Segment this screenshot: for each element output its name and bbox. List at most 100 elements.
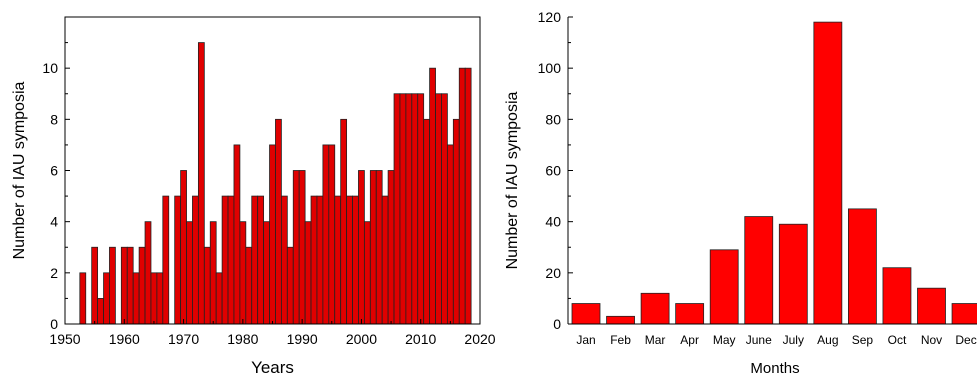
bar-year-1976 — [215, 272, 223, 325]
bar-year-2007 — [399, 93, 407, 325]
months-chart: Jan Feb Mar Apr May June July Aug Sep Oct Nov Dec 0 2… — [504, 9, 977, 376]
x-tick-label: 2000 — [346, 331, 377, 347]
bar-year-2018 — [464, 67, 472, 325]
bar-year-1979 — [233, 144, 241, 325]
bar-year-2003 — [375, 170, 383, 325]
bar-year-1988 — [286, 246, 294, 325]
bar-year-2016 — [452, 118, 460, 325]
bar-year-1977 — [221, 195, 229, 325]
bar-year-1991 — [304, 221, 312, 325]
bar-year-1955 — [91, 246, 99, 325]
bar-year-1999 — [352, 195, 359, 325]
bar-month-june — [744, 216, 774, 325]
bar-year-1993 — [316, 195, 324, 325]
bar-year-1984 — [263, 221, 270, 325]
x-tick-label: Aug — [817, 333, 838, 347]
x-tick-label: June — [746, 333, 772, 347]
bar-year-1963 — [138, 246, 146, 325]
bar-year-1980 — [239, 221, 247, 325]
y-tick-label: 40 — [545, 214, 561, 230]
bar-year-2004 — [381, 195, 389, 325]
y-axis-title: Number of IAU symposia — [504, 91, 521, 269]
y-tick-label: 10 — [42, 60, 58, 76]
years-chart: 0 2 4 6 8 10 1950 1960 1970 1980 1990 2000 2010 2020 Y… — [11, 16, 496, 376]
bar-year-2001 — [363, 221, 371, 325]
bar-month-apr — [675, 303, 705, 325]
bar-year-1956 — [97, 298, 104, 325]
x-tick-label: 1990 — [287, 331, 318, 347]
bar-year-1970 — [180, 170, 187, 325]
bar-year-2010 — [417, 93, 425, 325]
y-tick-label: 2 — [50, 265, 58, 281]
bar-year-1973 — [197, 42, 205, 325]
bar-year-2000 — [358, 170, 365, 325]
y-tick-label: 80 — [545, 111, 561, 127]
x-tick-label: 2020 — [464, 331, 495, 347]
bar-year-1961 — [126, 246, 134, 325]
bar-year-2015 — [446, 144, 454, 325]
bar-month-aug — [813, 21, 843, 325]
x-tick-label: Apr — [680, 333, 699, 347]
x-tick-label: Jan — [576, 333, 595, 347]
x-axis-title: Years — [251, 358, 294, 376]
x-tick-label: Feb — [610, 333, 631, 347]
x-tick-label: Dec — [955, 333, 976, 347]
bar-year-1978 — [227, 195, 235, 325]
x-tick-label: May — [713, 333, 736, 347]
bar-year-1960 — [120, 246, 128, 325]
x-tick-label: Sep — [852, 333, 874, 347]
bar-year-1953 — [79, 272, 87, 325]
bar-year-1957 — [103, 272, 110, 325]
bar-year-1975 — [209, 221, 217, 325]
y-tick-label: 0 — [553, 316, 561, 332]
bar-year-1964 — [144, 221, 152, 325]
bar-year-1958 — [109, 246, 116, 325]
bar-year-1981 — [245, 246, 253, 325]
x-tick-label: 1960 — [109, 331, 140, 347]
bar-year-1997 — [340, 118, 348, 325]
bar-month-dec — [951, 303, 977, 325]
y-tick-label: 8 — [50, 111, 58, 127]
bar-year-2014 — [441, 93, 448, 325]
bar-year-2008 — [405, 93, 413, 325]
x-tick-label: 2010 — [405, 331, 436, 347]
bar-year-1974 — [203, 246, 211, 325]
y-axis-title: Number of IAU symposia — [11, 81, 28, 259]
y-tick-label: 20 — [545, 265, 561, 281]
bar-year-1995 — [328, 144, 336, 325]
bar-year-1994 — [322, 144, 330, 325]
x-tick-label: 1950 — [49, 331, 80, 347]
bar-year-1971 — [186, 221, 193, 325]
x-tick-label: 1970 — [168, 331, 199, 347]
x-tick-label: Mar — [645, 333, 666, 347]
bar-month-oct — [882, 267, 912, 325]
x-tick-label: Oct — [888, 333, 907, 347]
bar-year-2005 — [387, 170, 395, 325]
bar-year-1987 — [280, 195, 288, 325]
y-tick-label: 120 — [538, 9, 562, 25]
bar-year-1985 — [269, 144, 276, 325]
bar-month-sep — [848, 208, 877, 325]
x-tick-label: 1980 — [227, 331, 258, 347]
bar-year-1972 — [192, 195, 199, 325]
bar-year-1965 — [150, 272, 158, 325]
bar-year-1969 — [174, 195, 182, 325]
y-tick-label: 100 — [538, 60, 562, 76]
bar-year-2011 — [423, 118, 431, 325]
bar-year-1989 — [292, 170, 300, 325]
bar-year-1992 — [310, 195, 318, 325]
bar-year-1983 — [257, 195, 265, 325]
bar-month-jan — [571, 303, 601, 325]
bar-year-1998 — [346, 195, 353, 325]
bar-year-1990 — [298, 170, 306, 325]
bar-year-1996 — [334, 195, 342, 325]
bar-month-may — [709, 249, 739, 325]
y-tick-label: 0 — [50, 316, 58, 332]
bar-month-feb — [606, 315, 635, 325]
y-tick-label: 60 — [545, 163, 561, 179]
x-tick-label: July — [783, 333, 804, 347]
bar-year-1962 — [132, 272, 140, 325]
bar-year-2006 — [393, 93, 401, 325]
y-tick-label: 6 — [50, 163, 58, 179]
